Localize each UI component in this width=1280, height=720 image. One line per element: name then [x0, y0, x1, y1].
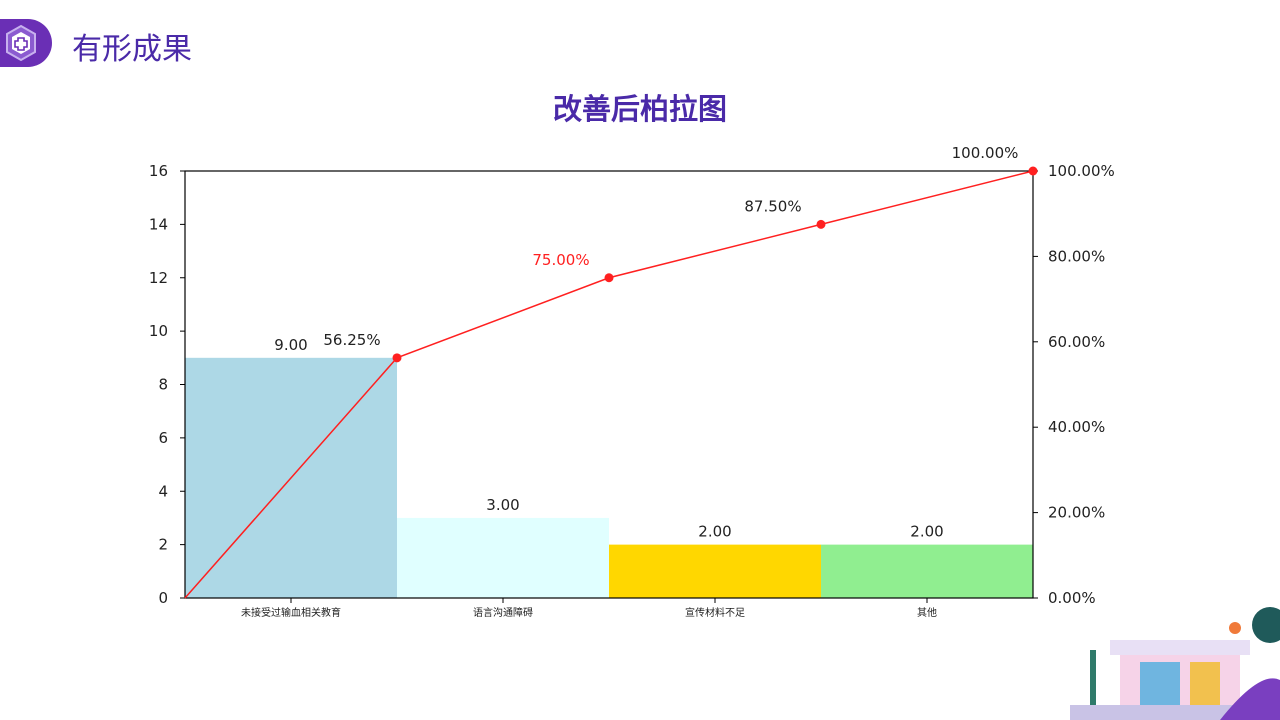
y2-tick-label: 40.00% [1048, 418, 1105, 436]
bar [397, 517, 609, 598]
cumulative-point [816, 219, 826, 229]
y-tick-label: 6 [158, 429, 168, 447]
y-tick-label: 12 [149, 269, 168, 287]
y-tick-label: 4 [158, 482, 168, 500]
bar-value-label: 3.00 [486, 496, 519, 514]
cumulative-label: 75.00% [532, 251, 589, 269]
bar [821, 544, 1033, 598]
y-tick-label: 0 [158, 589, 168, 607]
y-tick-label: 16 [149, 162, 168, 180]
x-tick-label: 未接受过输血相关教育 [241, 606, 341, 619]
x-tick-label: 宣传材料不足 [685, 606, 745, 619]
bar-value-label: 9.00 [274, 336, 307, 354]
cumulative-point [604, 273, 614, 283]
y-tick-label: 8 [158, 376, 168, 394]
header-badge [0, 19, 52, 67]
header-title: 有形成果 [72, 32, 192, 67]
y2-tick-label: 20.00% [1048, 504, 1105, 522]
cumulative-label: 87.50% [744, 197, 801, 215]
chart-title: 改善后柏拉图 [552, 92, 727, 126]
bar-value-label: 2.00 [698, 523, 731, 541]
x-tick-label: 语言沟通障碍 [473, 606, 533, 619]
hexagon-plus-icon [6, 24, 36, 62]
y2-tick-label: 0.00% [1048, 589, 1096, 607]
y2-tick-label: 100.00% [1048, 162, 1115, 180]
y-tick-label: 10 [149, 322, 168, 340]
y-tick-label: 2 [158, 536, 168, 554]
cumulative-label: 100.00% [952, 144, 1019, 162]
cumulative-point [1028, 166, 1038, 176]
building-illustration [1070, 607, 1280, 720]
y2-tick-label: 60.00% [1048, 333, 1105, 351]
y2-tick-label: 80.00% [1048, 247, 1105, 265]
bar [609, 544, 821, 598]
y-tick-label: 14 [149, 215, 168, 233]
x-tick-label: 其他 [917, 606, 937, 619]
cumulative-label: 56.25% [323, 331, 380, 349]
cumulative-point [392, 353, 402, 363]
bar-value-label: 2.00 [910, 523, 943, 541]
